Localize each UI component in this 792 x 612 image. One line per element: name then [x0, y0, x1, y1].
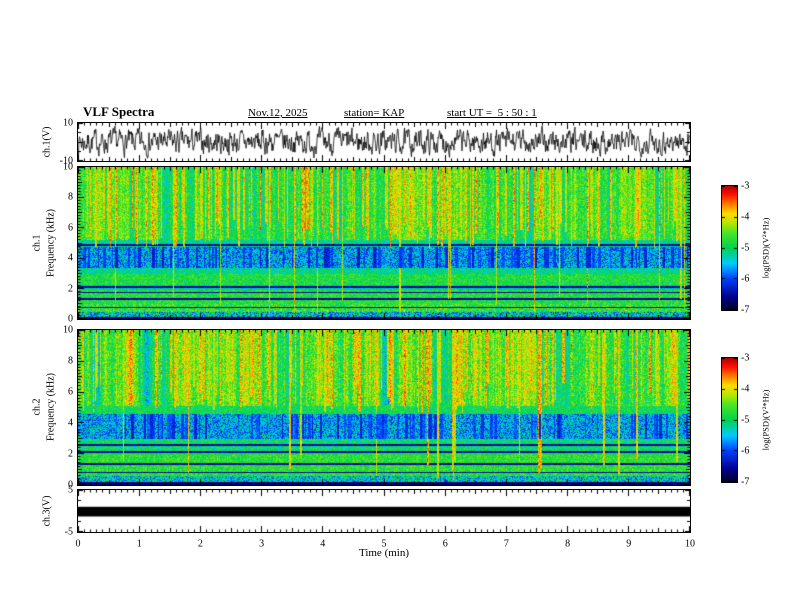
spec1-frequency-tick-label: 2 [68, 283, 73, 295]
ch3-voltage-tick-label: 5 [68, 484, 73, 496]
time-axis-label: Time (min) [358, 547, 410, 559]
ch1-spectrogram-panel [77, 166, 691, 320]
colorbar-tick-label: -7 [741, 304, 750, 316]
spec1-frequency-tick-label: 10 [63, 161, 73, 173]
ch2-colorbar [721, 357, 738, 483]
x-tick-label: 2 [197, 538, 203, 550]
figure-title: VLF Spectra [83, 104, 155, 119]
ch1-frequency-axis-label: ch.1 Frequency (kHz) [31, 208, 57, 278]
x-tick-label: 1 [136, 538, 142, 550]
header-start-ut: start UT = 5 : 50 : 1 [447, 107, 537, 119]
ch1-colorbar [721, 185, 738, 311]
spec1-frequency-tick-label: 0 [68, 313, 73, 325]
x-tick-label: 0 [75, 538, 81, 550]
ch1-voltage-tick-label: -10 [59, 155, 73, 167]
x-tick-label: 4 [320, 538, 326, 550]
colorbar-tick-label: -5 [741, 242, 750, 254]
spec1-frequency-tick-label: 6 [68, 222, 73, 234]
spec2-frequency-tick-label: 4 [68, 417, 73, 429]
colorbar-tick-label: -5 [741, 414, 750, 426]
x-tick-label: 10 [685, 538, 695, 550]
x-tick-label: 8 [565, 538, 571, 550]
header-station: station= KAP [344, 107, 405, 119]
header-date: Nov.12, 2025 [248, 107, 308, 119]
x-tick-label: 7 [503, 538, 509, 550]
spec2-frequency-tick-label: 10 [63, 324, 73, 336]
x-tick-label: 3 [259, 538, 265, 550]
colorbar-tick-label: -3 [741, 352, 750, 364]
colorbar-tick-label: -6 [741, 445, 750, 457]
x-tick-label: 9 [626, 538, 632, 550]
x-tick-label: 5 [381, 538, 387, 550]
colorbar-tick-label: -6 [741, 273, 750, 285]
colorbar-tick-label: -4 [741, 211, 750, 223]
spec1-frequency-tick-label: 8 [68, 191, 73, 203]
ch2-colorbar-label: log(PSD)(V²*Hz) [760, 389, 771, 451]
colorbar-tick-label: -3 [741, 180, 750, 192]
spec2-frequency-tick-label: 2 [68, 448, 73, 460]
ch1-colorbar-label: log(PSD)(V²*Hz) [760, 217, 771, 279]
spec2-frequency-tick-label: 0 [68, 479, 73, 491]
x-tick-label: 6 [442, 538, 448, 550]
ch1-waveform-panel [77, 122, 691, 162]
spec1-frequency-tick-label: 4 [68, 252, 73, 264]
ch3-voltage-axis-label: ch.3(V) [41, 495, 53, 527]
ch1-voltage-tick-label: 10 [63, 117, 73, 129]
ch1-voltage-axis-label: ch.1(V) [41, 126, 53, 158]
colorbar-tick-label: -4 [741, 383, 750, 395]
colorbar-tick-label: -7 [741, 476, 750, 488]
spec2-frequency-tick-label: 6 [68, 386, 73, 398]
ch3-waveform-panel [77, 489, 691, 533]
ch2-spectrogram-panel [77, 329, 691, 486]
ch2-frequency-axis-label: ch.2 Frequency (kHz) [31, 372, 57, 442]
spec2-frequency-tick-label: 8 [68, 355, 73, 367]
ch3-voltage-tick-label: -5 [64, 526, 73, 538]
